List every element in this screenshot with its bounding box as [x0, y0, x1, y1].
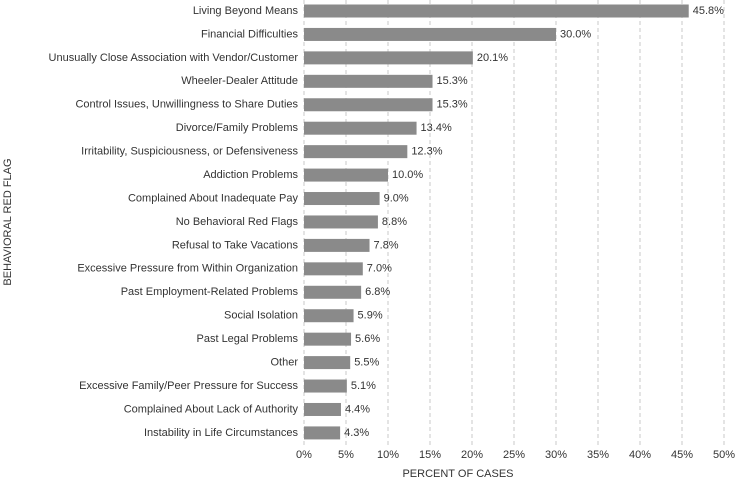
y-tick-label: Past Legal Problems — [197, 333, 299, 345]
x-tick-label: 45% — [671, 449, 693, 461]
y-tick-label: Past Employment-Related Problems — [121, 286, 299, 298]
y-tick-label: Complained About Inadequate Pay — [128, 192, 299, 204]
value-label: 5.9% — [358, 310, 383, 322]
value-label: 5.5% — [354, 357, 379, 369]
value-label: 6.8% — [365, 286, 390, 298]
bar — [304, 379, 347, 393]
x-tick-label: 50% — [713, 449, 735, 461]
x-tick-label: 0% — [296, 449, 312, 461]
value-label: 45.8% — [693, 5, 724, 17]
bar — [304, 168, 388, 182]
y-tick-label: Social Isolation — [224, 310, 298, 322]
value-label: 20.1% — [477, 52, 508, 64]
x-tick-label: 5% — [338, 449, 354, 461]
x-tick-label: 35% — [587, 449, 609, 461]
x-tick-label: 10% — [377, 449, 399, 461]
y-tick-label: Complained About Lack of Authority — [124, 403, 299, 415]
y-tick-label: Divorce/Family Problems — [176, 122, 299, 134]
bar — [304, 262, 363, 276]
value-label: 7.0% — [367, 263, 392, 275]
bar — [304, 309, 354, 323]
value-label: 7.8% — [374, 239, 399, 251]
y-tick-label: Financial Difficulties — [201, 28, 299, 40]
y-tick-label: No Behavioral Red Flags — [176, 216, 299, 228]
x-tick-label: 30% — [545, 449, 567, 461]
bar — [304, 145, 408, 159]
bar — [304, 4, 689, 18]
x-axis-title: PERCENT OF CASES — [402, 468, 513, 480]
y-tick-label: Unusually Close Association with Vendor/… — [49, 52, 299, 64]
y-tick-label: Refusal to Take Vacations — [172, 239, 299, 251]
y-tick-label: Excessive Pressure from Within Organizat… — [77, 263, 298, 275]
value-label: 12.3% — [411, 146, 442, 158]
y-tick-label: Control Issues, Unwillingness to Share D… — [75, 99, 298, 111]
bar — [304, 402, 341, 416]
bar — [304, 356, 351, 370]
x-tick-label: 40% — [629, 449, 651, 461]
bar — [304, 98, 433, 112]
y-tick-label: Wheeler-Dealer Attitude — [181, 75, 298, 87]
value-label: 4.4% — [345, 403, 370, 415]
y-tick-label: Other — [270, 357, 298, 369]
bar — [304, 51, 473, 65]
y-tick-label: Excessive Family/Peer Pressure for Succe… — [79, 380, 298, 392]
bar — [304, 215, 378, 229]
bar — [304, 27, 556, 41]
y-tick-label: Living Beyond Means — [193, 5, 299, 17]
bar — [304, 426, 341, 440]
value-label: 10.0% — [392, 169, 423, 181]
y-tick-label: Irritability, Suspiciousness, or Defensi… — [81, 146, 298, 158]
value-label: 5.1% — [351, 380, 376, 392]
bar — [304, 121, 417, 135]
y-tick-label: Addiction Problems — [203, 169, 298, 181]
value-label: 30.0% — [560, 28, 591, 40]
value-label: 15.3% — [437, 75, 468, 87]
value-label: 4.3% — [344, 427, 369, 439]
bar — [304, 74, 433, 88]
y-axis-title: BEHAVIORAL RED FLAG — [2, 158, 14, 285]
bar — [304, 238, 370, 252]
bar — [304, 285, 362, 299]
x-tick-label: 25% — [503, 449, 525, 461]
value-label: 8.8% — [382, 216, 407, 228]
value-label: 13.4% — [421, 122, 452, 134]
value-label: 9.0% — [384, 192, 409, 204]
x-tick-label: 15% — [419, 449, 441, 461]
bar — [304, 332, 352, 346]
bar — [304, 192, 380, 206]
y-tick-label: Instability in Life Circumstances — [144, 427, 299, 439]
value-label: 15.3% — [437, 99, 468, 111]
value-label: 5.6% — [355, 333, 380, 345]
x-tick-label: 20% — [461, 449, 483, 461]
